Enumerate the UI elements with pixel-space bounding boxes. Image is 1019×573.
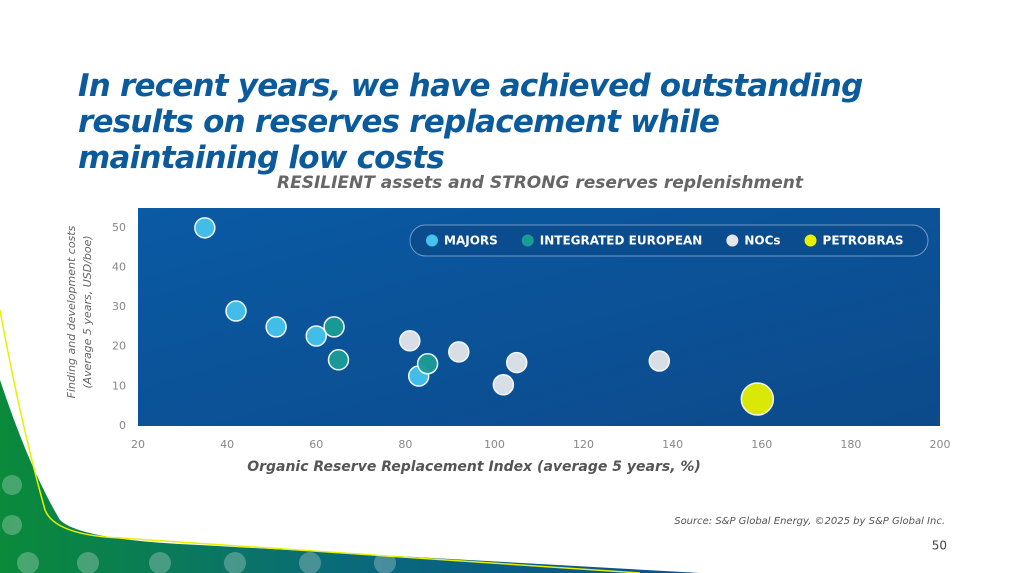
legend-label: NOCs [744, 234, 780, 248]
y-axis-label: Finding and development costs (Average 5… [65, 225, 94, 398]
y-tick-label: 50 [112, 221, 126, 234]
point [265, 316, 287, 338]
x-tick-label: 80 [398, 438, 412, 451]
x-tick-label: 100 [484, 438, 505, 451]
point [492, 374, 515, 396]
x-tick-label: 180 [840, 438, 861, 451]
y-tick-label: 10 [112, 379, 126, 392]
x-tick-label: 40 [220, 438, 234, 451]
legend-label: INTEGRATED EUROPEAN [540, 234, 703, 248]
x-tick-label: 200 [930, 438, 951, 451]
decoration [0, 380, 700, 573]
point [194, 217, 216, 239]
legend-swatch [521, 234, 534, 247]
legend-swatch [426, 234, 438, 247]
point [323, 316, 345, 338]
x-tick-label: 20 [131, 438, 145, 451]
source: Source: S&P Global Energy, ©2025 by S&P … [674, 516, 945, 527]
point [305, 325, 327, 347]
point [648, 350, 671, 372]
legend [409, 224, 929, 257]
decoration [0, 309, 641, 573]
slide-title: In recent years, we have achieved outsta… [78, 68, 863, 176]
legend-swatch [804, 234, 817, 247]
y-axis-label-line: (Average 5 years, USD/boe) [81, 235, 94, 388]
y-tick-label: 40 [112, 260, 126, 273]
chart-title: RESILIENT assets and STRONG reserves rep… [277, 173, 804, 193]
point [448, 341, 470, 363]
point [740, 382, 775, 416]
y-tick-label: 30 [112, 300, 126, 313]
page-number: 50 [932, 539, 947, 553]
point [225, 300, 247, 322]
point [416, 353, 439, 375]
point [327, 349, 350, 371]
x-tick-label: 120 [573, 438, 594, 451]
y-tick-label: 20 [112, 340, 126, 353]
x-tick-label: 160 [751, 438, 772, 451]
legend-swatch [726, 234, 739, 247]
point [399, 330, 421, 352]
y-axis-label-line: Finding and development costs [65, 225, 78, 398]
point [505, 351, 528, 374]
decoration [2, 475, 396, 573]
x-axis-label: Organic Reserve Replacement Index (avera… [247, 459, 701, 475]
legend-label: MAJORS [444, 234, 498, 248]
x-tick-label: 140 [662, 438, 683, 451]
legend-label: PETROBRAS [823, 234, 904, 248]
x-tick-label: 60 [309, 438, 323, 451]
y-tick-label: 0 [119, 419, 126, 432]
